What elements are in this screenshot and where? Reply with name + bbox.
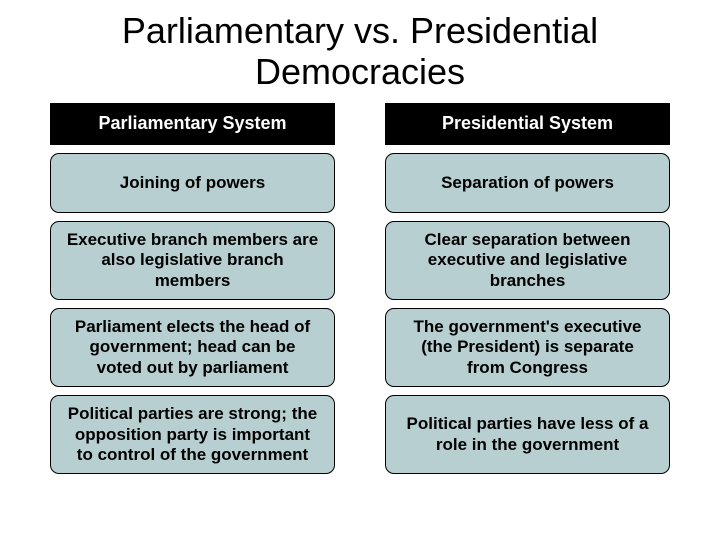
comparison-grid: Parliamentary System Presidential System… [40,103,680,475]
row2-left: Executive branch members are also legisl… [50,221,335,300]
header-left: Parliamentary System [50,103,335,145]
row4-right: Political parties have less of a role in… [385,395,670,474]
slide-title: Parliamentary vs. Presidential Democraci… [40,10,680,93]
row3-left: Parliament elects the head of government… [50,308,335,387]
row2-right: Clear separation between executive and l… [385,221,670,300]
slide-container: Parliamentary vs. Presidential Democraci… [0,0,720,540]
header-right: Presidential System [385,103,670,145]
row1-right: Separation of powers [385,153,670,213]
row4-left: Political parties are strong; the opposi… [50,395,335,474]
row1-left: Joining of powers [50,153,335,213]
row3-right: The government's executive (the Presiden… [385,308,670,387]
